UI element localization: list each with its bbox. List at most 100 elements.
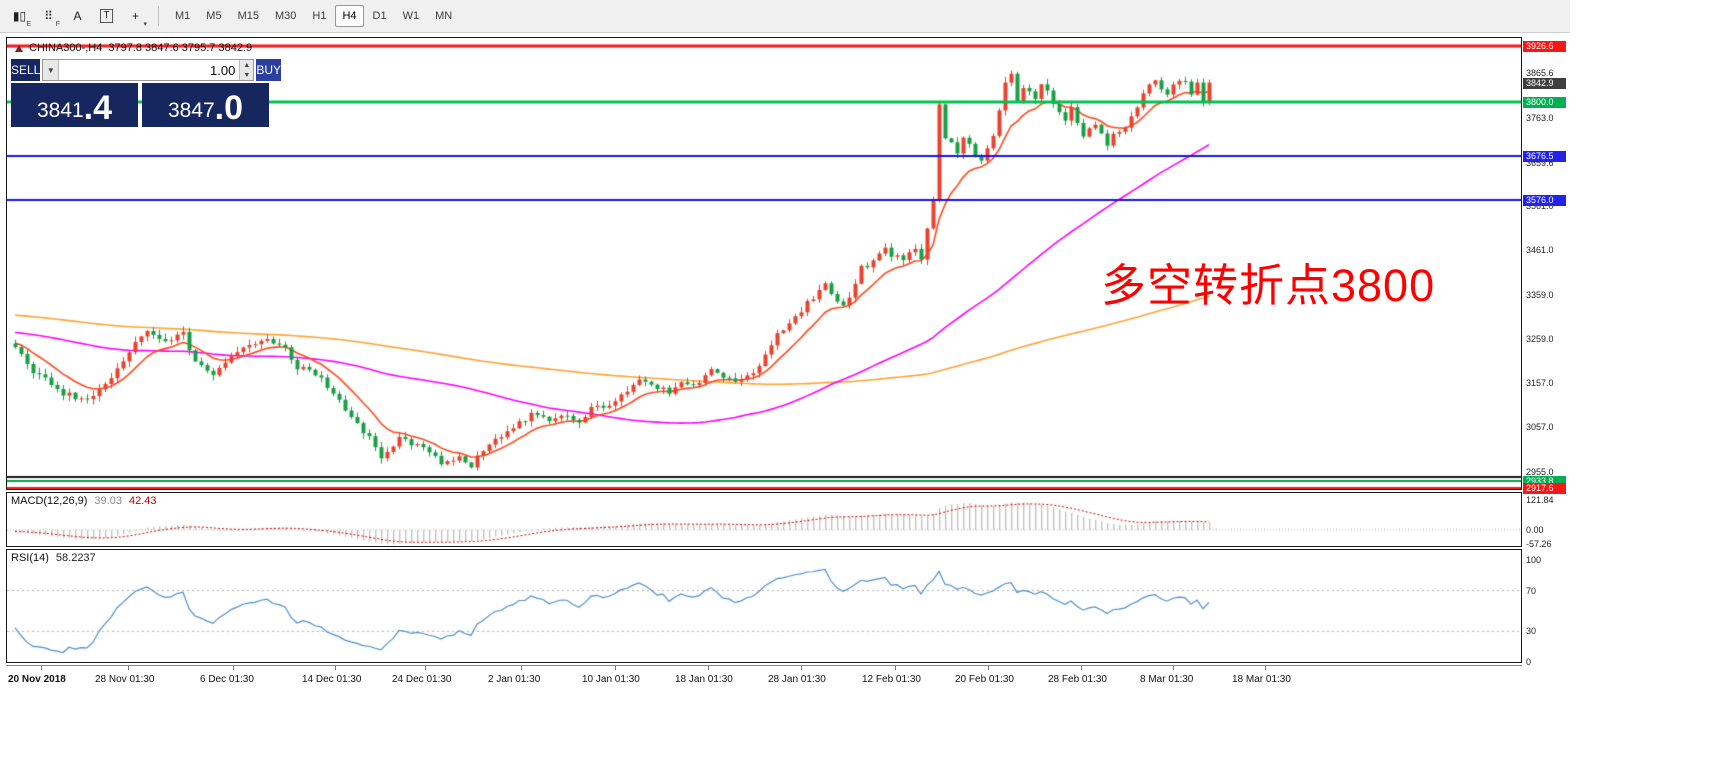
time-axis-tick	[41, 666, 42, 670]
price-axis[interactable]: 3926.6 3865.6 3842.9 3800.0 3763.0 3676.5 3659…	[1523, 37, 1569, 690]
time-axis-tick	[425, 666, 426, 670]
rsi-axis-label: 70	[1526, 586, 1537, 596]
time-axis-label: 28 Jan 01:30	[768, 674, 826, 685]
timeframe-button-m15[interactable]: M15	[237, 10, 259, 22]
crosshair-tool-icon[interactable]: + ▾	[122, 4, 149, 28]
timeframe-button-w1[interactable]: W1	[402, 10, 420, 22]
price-axis-label: 3461.0	[1526, 245, 1554, 255]
rsi-chart-canvas[interactable]	[7, 550, 1521, 662]
buy-price-main: 3847	[167, 98, 215, 122]
time-axis-label: 28 Nov 01:30	[95, 674, 155, 685]
price-badge: 3842.9	[1523, 78, 1566, 89]
price-axis-label: 3865.6	[1526, 68, 1554, 78]
timeframe-button-d1[interactable]: D1	[372, 10, 387, 22]
price-axis-label: 3259.0	[1526, 334, 1554, 344]
price-badge: 3676.5	[1523, 151, 1566, 162]
candlestick-chart-icon[interactable]: ▮▯ E	[6, 4, 33, 28]
time-axis-tick	[1081, 666, 1082, 670]
toolbar-separator	[158, 6, 159, 26]
symbol-marker-icon	[15, 44, 23, 52]
timeframe-button-mn[interactable]: MN	[435, 10, 453, 22]
timeframe-button-h4[interactable]: H4	[335, 5, 364, 27]
volume-control: ▼ ▲▼	[42, 59, 255, 81]
candlestick-chart-icon-sub: E	[26, 21, 31, 28]
buy-button[interactable]: BUY	[256, 59, 282, 81]
time-axis-label: 20 Nov 2018	[8, 674, 66, 685]
price-axis-label: 3057.0	[1526, 422, 1554, 432]
one-click-trading-panel: SELL ▼ ▲▼ BUY 3841.4 3847.0	[11, 59, 282, 127]
timeframe-group: M1 M5 M15 M30 H1 H4 D1 W1 MN	[168, 5, 459, 27]
time-axis-label: 24 Dec 01:30	[392, 674, 452, 685]
time-axis-tick	[521, 666, 522, 670]
buy-price-button[interactable]: 3847.0	[142, 83, 269, 127]
rsi-name: RSI(14)	[11, 552, 49, 564]
time-axis-tick	[335, 666, 336, 670]
time-axis-tick	[233, 666, 234, 670]
buy-price-frac: .0	[214, 88, 244, 127]
time-axis-label: 14 Dec 01:30	[302, 674, 362, 685]
macd-axis-label: 0.00	[1526, 525, 1544, 535]
time-axis-tick	[708, 666, 709, 670]
chart-title: CHINA300-,H4 3797.8 3847.6 3795.7 3842.9	[15, 42, 252, 54]
timeframe-button-h1[interactable]: H1	[312, 10, 327, 22]
sell-button[interactable]: SELL	[11, 59, 41, 81]
time-axis-label: 20 Feb 01:30	[955, 674, 1014, 685]
crosshair-tool-icon-sub: ▾	[143, 21, 147, 28]
price-panel: CHINA300-,H4 3797.8 3847.6 3795.7 3842.9…	[6, 37, 1522, 490]
crosshair-tool-icon: +	[131, 9, 139, 23]
time-axis-label: 12 Feb 01:30	[862, 674, 921, 685]
time-axis[interactable]: 20 Nov 2018 28 Nov 01:30 6 Dec 01:30 14 Dec…	[6, 665, 1522, 690]
price-axis-label: 3359.0	[1526, 290, 1554, 300]
timeframe-button-m1[interactable]: M1	[175, 10, 191, 22]
rsi-panel: RSI(14) 58.2237	[6, 549, 1522, 663]
time-axis-tick	[615, 666, 616, 670]
rsi-value: 58.2237	[55, 552, 96, 564]
time-axis-label: 10 Jan 01:30	[582, 674, 640, 685]
time-axis-tick	[1173, 666, 1174, 670]
macd-label: MACD(12,26,9) 39.03 42.43	[11, 495, 156, 507]
indicator-grid-icon: ⠿	[44, 9, 53, 23]
macd-axis-label: -57.26	[1526, 539, 1552, 549]
time-axis-tick	[1265, 666, 1266, 670]
time-axis-tick	[988, 666, 989, 670]
time-axis-label: 6 Dec 01:30	[200, 674, 254, 685]
price-axis-label: 3763.0	[1526, 113, 1554, 123]
time-axis-label: 28 Feb 01:30	[1048, 674, 1107, 685]
indicator-grid-icon[interactable]: ⠿ F	[35, 4, 62, 28]
macd-name: MACD(12,26,9)	[11, 495, 88, 507]
volume-spinner: ▲ ▼	[239, 60, 254, 80]
text-label-icon[interactable]: A	[64, 4, 91, 28]
price-badge: 2917.6	[1523, 483, 1566, 494]
time-axis-tick	[895, 666, 896, 670]
volume-up-icon[interactable]: ▲	[240, 60, 254, 70]
chart-symbol: CHINA300-,H4	[29, 42, 103, 54]
price-axis-label: 2955.0	[1526, 467, 1554, 477]
timeframe-button-m30[interactable]: M30	[274, 10, 297, 22]
chart-annotation: 多空转折点3800	[1101, 260, 1436, 311]
sell-price-frac: .4	[83, 88, 113, 127]
price-badge: 3576.0	[1523, 195, 1566, 206]
time-axis-label: 18 Mar 01:30	[1232, 674, 1291, 685]
text-box-icon[interactable]: T	[93, 4, 120, 28]
chart-ohlc: 3797.8 3847.6 3795.7 3842.9	[108, 42, 253, 54]
rsi-axis-label: 30	[1526, 626, 1537, 636]
price-badge: 3926.6	[1523, 41, 1566, 52]
time-axis-label: 18 Jan 01:30	[675, 674, 733, 685]
candlestick-chart-icon: ▮▯	[12, 9, 27, 23]
text-label-icon: A	[73, 9, 82, 23]
price-axis-label: 3659.6	[1526, 158, 1554, 168]
chart-tools-group: ▮▯ E ⠿ F A T + ▾	[6, 4, 149, 28]
time-axis-label: 8 Mar 01:30	[1140, 674, 1194, 685]
price-badge: 2933.8	[1523, 476, 1566, 487]
time-axis-label: 2 Jan 01:30	[488, 674, 541, 685]
volume-dropdown-button[interactable]: ▼	[43, 60, 60, 80]
sell-price-button[interactable]: 3841.4	[11, 83, 138, 127]
volume-input[interactable]	[59, 60, 240, 80]
timeframe-button-m5[interactable]: M5	[206, 10, 222, 22]
macd-chart-canvas[interactable]	[7, 493, 1521, 546]
macd-panel: MACD(12,26,9) 39.03 42.43	[6, 492, 1522, 547]
price-badge: 3800.0	[1523, 97, 1566, 108]
volume-down-icon[interactable]: ▼	[240, 70, 254, 80]
rsi-axis-label: 0	[1526, 657, 1532, 667]
time-axis-tick	[801, 666, 802, 670]
